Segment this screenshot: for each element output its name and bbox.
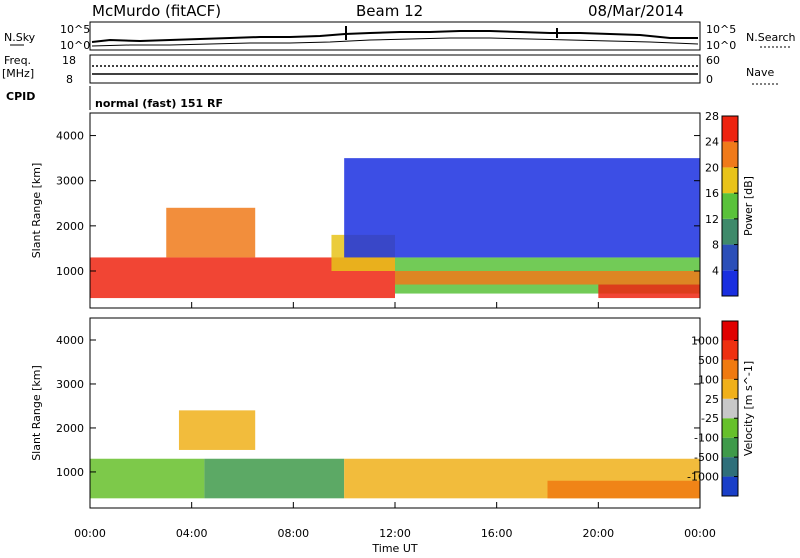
x-tick-label: 04:00	[176, 527, 208, 540]
colorbar-tick-label: 24	[705, 136, 719, 149]
nave-tick-top: 60	[706, 54, 720, 67]
noise-right-tick-top: 10^5	[706, 23, 736, 36]
colorbar-tick-label: 12	[705, 213, 719, 226]
colorbar-tick-label: -100	[694, 432, 719, 445]
fitacf-summary-plot: McMurdo (fitACF) Beam 12 08/Mar/2014 N.S…	[0, 0, 800, 554]
colorbar-tick-label: 1000	[691, 334, 719, 347]
colorbar-label: Power [dB]	[742, 176, 755, 236]
nave-tick-bottom: 0	[706, 73, 713, 86]
data-region	[90, 459, 204, 499]
colorbar-segment	[722, 340, 738, 359]
y-tick-label: 2000	[56, 220, 84, 233]
freq-tick-bottom: 8	[66, 73, 73, 86]
beam-title: Beam 12	[356, 2, 423, 20]
colorbar-segment	[722, 219, 738, 245]
x-tick-label: 16:00	[481, 527, 513, 540]
colorbar-segment	[722, 116, 738, 142]
data-region	[598, 285, 700, 299]
colorbar-segment	[722, 245, 738, 271]
freq-unit-label: [MHz]	[2, 67, 34, 80]
colorbar-tick-label: 28	[705, 110, 719, 123]
colorbar-tick-label: 4	[712, 264, 719, 277]
colorbar-tick-label: -500	[694, 451, 719, 464]
y-tick-label: 4000	[56, 334, 84, 347]
y-tick-label: 4000	[56, 130, 84, 143]
date-title: 08/Mar/2014	[588, 2, 684, 20]
noise-panel: N.Sky 10^5 10^0 10^5 10^0 N.Search	[4, 22, 796, 52]
x-tick-label: 20:00	[582, 527, 614, 540]
colorbar-label: Velocity [m s^-1]	[742, 361, 755, 456]
colorbar-segment	[722, 167, 738, 193]
x-tick-label: 08:00	[277, 527, 309, 540]
data-region	[548, 481, 701, 499]
noise-right-tick-bottom: 10^0	[706, 39, 736, 52]
data-region	[344, 158, 700, 257]
colorbar-segment	[722, 418, 738, 437]
colorbar-tick-label: -25	[701, 412, 719, 425]
colorbar-segment	[722, 438, 738, 457]
colorbar-segment	[722, 399, 738, 418]
cpid-text: normal (fast) 151 RF	[95, 97, 223, 110]
freq-tick-top: 18	[62, 54, 76, 67]
colorbar-tick-label: 16	[705, 187, 719, 200]
station-title: McMurdo (fitACF)	[92, 2, 221, 20]
y-tick-label: 3000	[56, 175, 84, 188]
y-tick-label: 3000	[56, 378, 84, 391]
freq-panel: Freq. [MHz] 18 8 60 0 Nave	[2, 54, 778, 86]
y-tick-label: 1000	[56, 265, 84, 278]
colorbar-segment	[722, 379, 738, 398]
colorbar-segment	[722, 321, 738, 340]
x-tick-label: 00:00	[684, 527, 716, 540]
data-region	[166, 208, 255, 258]
nave-label: Nave	[746, 66, 774, 79]
nsky-trace	[92, 31, 698, 42]
data-region	[204, 459, 344, 499]
noise-left-tick-top: 10^5	[60, 23, 90, 36]
colorbar-tick-label: 20	[705, 161, 719, 174]
colorbar-tick-label: 100	[698, 373, 719, 386]
colorbar-segment	[722, 270, 738, 296]
velocity-panel: 1000 2000 3000 4000 Slant Range [km] 1000 500 1…	[30, 318, 755, 508]
colorbar-segment	[722, 360, 738, 379]
y-tick-label: 2000	[56, 422, 84, 435]
x-axis-label: Time UT	[371, 542, 417, 554]
colorbar-tick-label: -1000	[687, 471, 719, 484]
y-axis-label: Slant Range [km]	[30, 163, 43, 259]
colorbar-segment	[722, 193, 738, 219]
colorbar-tick-label: 25	[705, 393, 719, 406]
y-axis-label: Slant Range [km]	[30, 365, 43, 461]
colorbar-tick-label: 8	[712, 239, 719, 252]
data-region	[395, 271, 700, 285]
power-panel: 1000 2000 3000 4000 Slant Range [km] 4 8 12 16 20…	[30, 110, 755, 308]
freq-label: Freq.	[4, 54, 31, 67]
nsearch-label: N.Search	[746, 31, 796, 44]
time-axis: 00:00 04:00 08:00 12:00 16:00 20:00 00:00	[74, 302, 716, 540]
colorbar-segment	[722, 457, 738, 476]
x-tick-label: 00:00	[74, 527, 106, 540]
cpid-label: CPID	[6, 90, 35, 103]
nsky-label: N.Sky	[4, 31, 36, 44]
colorbar-segment	[722, 142, 738, 168]
x-tick-label: 12:00	[379, 527, 411, 540]
colorbar-segment	[722, 477, 738, 496]
y-tick-label: 1000	[56, 466, 84, 479]
colorbar-tick-label: 500	[698, 354, 719, 367]
noise-left-tick-bottom: 10^0	[60, 39, 90, 52]
data-region	[179, 410, 255, 450]
